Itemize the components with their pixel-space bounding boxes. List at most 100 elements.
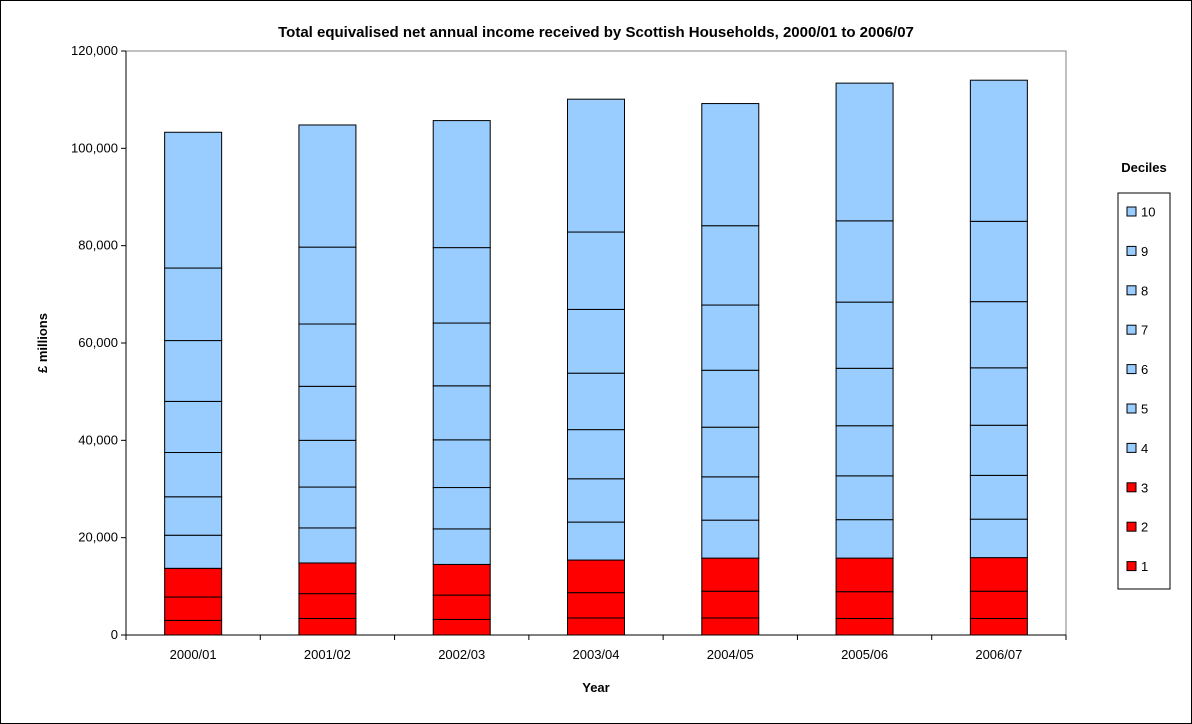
legend-label: 8 — [1141, 283, 1148, 298]
legend-swatch — [1126, 285, 1137, 296]
bar-segment — [432, 618, 491, 636]
legend: 10 9 8 7 6 5 4 3 2 1 — [1117, 192, 1171, 590]
bar-segment — [164, 400, 223, 453]
bar-segment — [835, 519, 894, 559]
bar-segment — [164, 619, 223, 636]
bar-segment — [835, 301, 894, 369]
legend-label: 7 — [1141, 323, 1148, 338]
x-tick-label: 2001/02 — [304, 647, 351, 662]
legend-swatch — [1126, 364, 1137, 375]
legend-swatch — [1126, 482, 1137, 493]
bar-segment — [835, 591, 894, 619]
bar-segment — [701, 426, 760, 478]
bar-segment — [969, 424, 1028, 476]
bar-segment — [701, 557, 760, 592]
y-tick-label: 40,000 — [78, 432, 118, 447]
x-tick-label: 2004/05 — [707, 647, 754, 662]
legend-swatch — [1126, 442, 1137, 453]
bar-segment — [835, 82, 894, 222]
bar-segment — [701, 103, 760, 227]
legend-label: 10 — [1141, 205, 1155, 220]
bar-segment — [969, 79, 1028, 222]
bar-segment — [701, 369, 760, 428]
bar-segment — [835, 557, 894, 593]
bar-segment — [567, 429, 625, 480]
y-tick-label: 80,000 — [78, 238, 118, 253]
legend-label: 2 — [1141, 520, 1148, 535]
bar-segment — [835, 617, 894, 636]
y-tick-label: 120,000 — [71, 43, 118, 58]
bar-segment — [701, 590, 760, 619]
legend-swatch — [1126, 403, 1137, 414]
plot-layer: 0 20,000 40,000 60,000 80,000 100,000 120,000 2… — [71, 43, 1067, 662]
bar-segment — [969, 617, 1028, 636]
bar-segment — [164, 452, 223, 498]
bar-segment — [164, 567, 223, 598]
bar-segment — [432, 439, 491, 489]
legend-title: Deciles — [1121, 160, 1167, 175]
bar-segment — [969, 590, 1028, 619]
legend-swatch — [1126, 521, 1137, 532]
bar-segment — [969, 474, 1028, 520]
bar-segment — [164, 340, 223, 402]
bar-segment — [432, 385, 491, 441]
legend-label: 4 — [1141, 441, 1148, 456]
bar-segment — [164, 496, 223, 536]
bar-segment — [701, 476, 760, 521]
bar-segment — [432, 120, 491, 249]
bar-segment — [969, 518, 1028, 559]
y-tick-label: 100,000 — [71, 140, 118, 155]
bar-segment — [432, 563, 491, 596]
bar-segment — [567, 559, 625, 594]
y-tick-label: 0 — [111, 627, 118, 642]
bar-segment — [432, 594, 491, 620]
bar-segment — [567, 231, 625, 310]
y-tick-label: 20,000 — [78, 530, 118, 545]
bar-segment — [164, 534, 223, 569]
bar-segment — [164, 267, 223, 342]
legend-label: 3 — [1141, 480, 1148, 495]
legend-swatch — [1126, 561, 1137, 572]
bar-segment — [835, 425, 894, 477]
bar-segment — [835, 367, 894, 427]
bar-segment — [701, 519, 760, 559]
bar-segment — [298, 323, 357, 387]
legend-swatch — [1126, 245, 1137, 256]
x-tick-label: 2003/04 — [573, 647, 620, 662]
chart-title: Total equivalised net annual income rece… — [278, 24, 914, 41]
bar-segment — [969, 301, 1028, 369]
x-tick-label: 2006/07 — [975, 647, 1022, 662]
bar-segment — [701, 225, 760, 306]
bar-segment — [298, 246, 357, 325]
bar-segment — [835, 220, 894, 303]
bar-segment — [835, 475, 894, 521]
bar-segment — [298, 124, 357, 248]
x-tick-label: 2002/03 — [438, 647, 485, 662]
legend-swatch — [1126, 206, 1137, 217]
y-tick-label: 60,000 — [78, 335, 118, 350]
legend-swatch — [1126, 324, 1137, 335]
bar-segment — [164, 131, 223, 269]
x-tick-label: 2000/01 — [170, 647, 217, 662]
bar-segment — [298, 486, 357, 529]
bar-segment — [164, 596, 223, 621]
bar-segment — [567, 617, 625, 636]
bar-segment — [298, 562, 357, 595]
legend-label: 5 — [1141, 402, 1148, 417]
bar-segment — [701, 304, 760, 371]
y-axis-label: £ millions — [35, 313, 50, 373]
bar-segment — [567, 592, 625, 619]
legend-label: 1 — [1141, 559, 1148, 574]
bar-segment — [298, 593, 357, 619]
x-tick-label: 2005/06 — [841, 647, 888, 662]
bar-segment — [432, 528, 491, 565]
bar-segment — [567, 372, 625, 431]
bar-segment — [298, 527, 357, 564]
bar-segment — [969, 367, 1028, 426]
bar-segment — [298, 385, 357, 441]
bar-segment — [567, 308, 625, 374]
bar-segment — [432, 247, 491, 324]
bar-segment — [298, 617, 357, 636]
bar-segment — [432, 487, 491, 530]
